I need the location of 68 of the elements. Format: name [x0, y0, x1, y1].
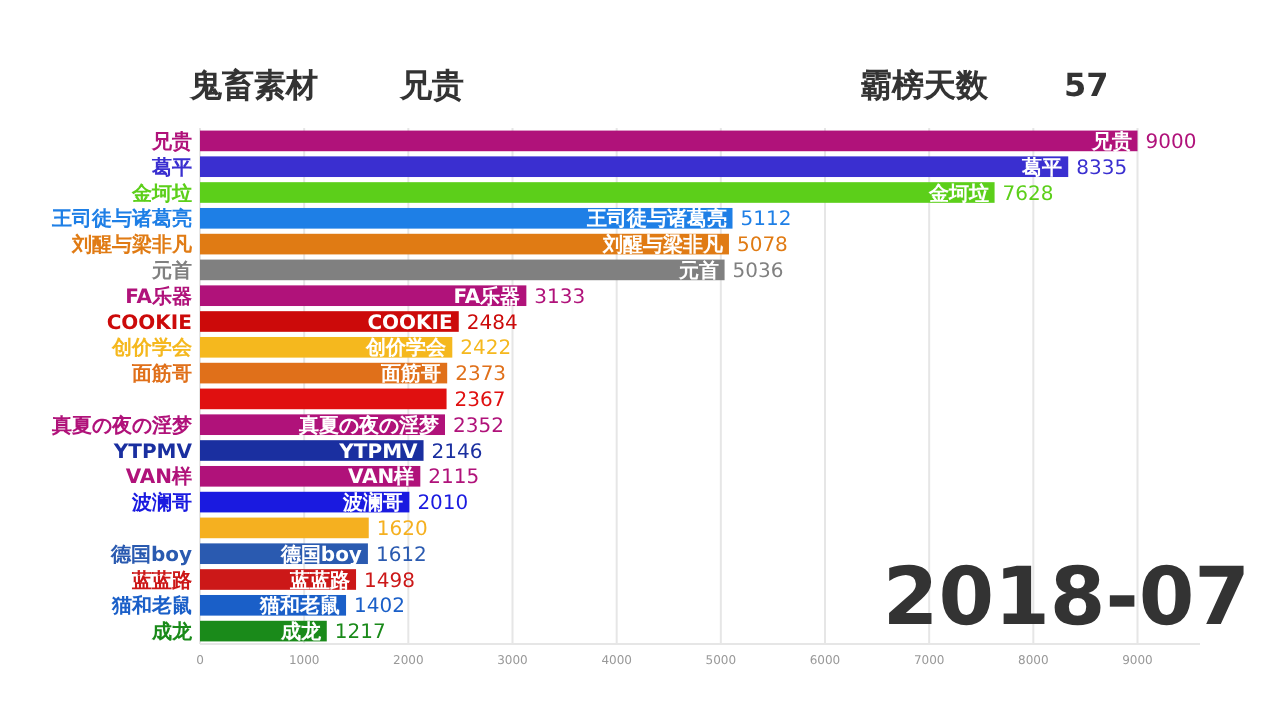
- category-label: 蓝蓝路: [290, 570, 351, 593]
- y-tick-label: 猫和老鼠: [110, 594, 192, 619]
- y-tick-label: 成龙: [150, 620, 194, 645]
- text: 57: [1064, 66, 1109, 104]
- category-label: 猫和老鼠: [260, 596, 341, 619]
- y-tick-label: FA乐器: [125, 284, 192, 309]
- chart-title: 鬼畜素材: [188, 66, 318, 104]
- category-label: 真夏の夜の淫梦: [299, 415, 439, 438]
- category-label: 成龙: [280, 622, 321, 645]
- category-label: 金坷垃: [928, 183, 989, 206]
- text: 霸榜天数: [860, 66, 990, 104]
- y-tick-label: 王司徒与诸葛亮: [50, 207, 192, 232]
- y-tick-label: YTPMV: [111, 441, 193, 464]
- category-label: FA乐器: [453, 286, 521, 309]
- chart-subtitle: 兄贵: [398, 66, 464, 104]
- bar: [200, 285, 527, 307]
- data-label: 2146: [431, 441, 483, 464]
- data-label: 2010: [417, 493, 469, 516]
- bar: [200, 388, 447, 410]
- y-tick-label: 波澜哥: [130, 491, 192, 516]
- data-label: 2484: [466, 312, 518, 335]
- y-tick-label: 德国boy: [108, 542, 193, 567]
- category-label: 王司徒与诸葛亮: [586, 209, 727, 232]
- y-tick-label: 创价学会: [110, 336, 194, 361]
- category-label: 葛平: [1022, 157, 1063, 180]
- data-label: 5112: [740, 209, 792, 232]
- category-label: 元首: [678, 260, 719, 283]
- data-label: 2115: [428, 467, 480, 490]
- data-label: 5078: [736, 235, 788, 258]
- data-label: 3133: [534, 286, 586, 309]
- bar: [200, 259, 725, 281]
- bar: [200, 156, 1069, 178]
- y-tick-label: 蓝蓝路: [130, 568, 192, 593]
- data-label: 1620: [376, 518, 428, 541]
- y-tick-label: COOKIE: [106, 312, 193, 335]
- category-label: YTPMV: [339, 441, 418, 464]
- data-label: 2422: [460, 338, 512, 361]
- category-label: 创价学会: [366, 338, 447, 361]
- data-label: 1217: [334, 622, 386, 645]
- data-label: 5036: [732, 260, 784, 283]
- bar: [200, 517, 369, 539]
- data-label: 1612: [375, 544, 427, 567]
- data-label: 7628: [1002, 183, 1054, 206]
- category-label: 刘醒与梁非凡: [602, 235, 723, 258]
- data-label: 8335: [1076, 157, 1128, 180]
- category-label: COOKIE: [367, 312, 453, 335]
- annotation: 2018-07: [882, 552, 1250, 644]
- category-label: 兄贵: [1091, 131, 1132, 154]
- data-label: 1498: [364, 570, 415, 593]
- y-tick-label: 刘醒与梁非凡: [70, 233, 192, 258]
- category-label: 德国boy: [280, 544, 362, 567]
- category-label: 波澜哥: [343, 493, 404, 516]
- y-tick-label: 金坷垃: [130, 181, 192, 206]
- y-tick-label: 元首: [150, 258, 192, 283]
- data-label: 1402: [354, 596, 405, 619]
- data-label: 2352: [453, 415, 504, 438]
- y-tick-label: VAN样: [125, 465, 192, 490]
- bar: [200, 130, 1138, 152]
- data-label: 2373: [455, 364, 507, 387]
- y-tick-label: 面筋哥: [130, 362, 192, 387]
- category-label: VAN样: [347, 467, 415, 490]
- y-tick-label: 真夏の夜の淫梦: [50, 413, 194, 438]
- data-label: 9000: [1145, 131, 1197, 154]
- y-tick-label: 葛平: [150, 155, 192, 180]
- data-label: 2367: [454, 389, 506, 412]
- category-label: 面筋哥: [381, 364, 442, 387]
- bar: [200, 182, 995, 203]
- y-tick-label: 兄贵: [150, 129, 192, 154]
